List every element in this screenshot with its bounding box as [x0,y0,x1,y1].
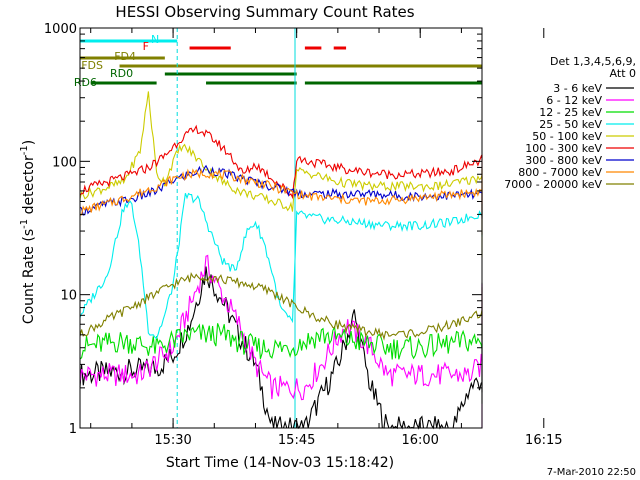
legend-label-3: 25 - 50 keV [539,118,602,131]
chart-title: HESSI Observing Summary Count Rates [115,3,414,21]
legend-label-5: 100 - 300 keV [525,142,602,155]
x-tick-label-3: 16:15 [525,433,562,448]
legend-label-1: 6 - 12 keV [546,94,602,107]
x-tick-label-2: 16:00 [401,433,438,448]
legend-label-8: 7000 - 20000 keV [504,178,602,191]
x-tick-label-1: 15:45 [278,433,315,448]
flag-label-fd4: FD4 [114,50,136,63]
series-layer [79,91,483,430]
flag-label-fds: FDS [81,59,103,72]
legend-label-7: 800 - 7000 keV [518,166,602,179]
ylabel-mid: detector [21,155,37,219]
ylabel-main: Count Rate (s [21,229,37,324]
legend-header-0: Det 1,3,4,5,6,9, [550,55,636,68]
y-tick-label-0: 1 [69,422,77,437]
series-line-2 [79,323,483,404]
y-axis-label: Count Rate (s-1 detector-1) [19,140,37,324]
footer-timestamp: 7-Mar-2010 22:50 [547,467,636,478]
y-tick-label-3: 1000 [44,22,77,37]
legend-header-1: Att 0 [610,67,636,80]
series-line-6 [79,164,483,219]
series-line-4 [79,91,483,258]
flag-label-rd0: RD0 [110,67,133,80]
ylabel-sup1: -1 [19,219,30,229]
legend-label-6: 300 - 800 keV [525,154,602,167]
y-tick-label-2: 100 [52,155,77,170]
night-markers [176,28,483,428]
flag-label-f: F [143,40,149,53]
flag-label-n: N [151,33,159,46]
series-line-1 [79,254,483,428]
legend-label-0: 3 - 6 keV [553,82,602,95]
y-tick-label-1: 10 [60,289,77,304]
series-line-5 [79,124,483,235]
plot-frame [79,27,483,429]
x-axis-label: Start Time (14-Nov-03 15:18:42) [166,455,394,471]
svg-text:Count Rate (s-1 detector-1): Count Rate (s-1 detector-1) [19,140,37,324]
legend-label-4: 50 - 100 keV [532,130,602,143]
flag-label-rd6: RD6 [74,76,97,89]
series-line-3 [79,192,483,340]
x-tick-label-0: 15:30 [154,433,191,448]
legend-label-2: 12 - 25 keV [539,106,602,119]
ylabel-sup2: -1 [19,145,30,155]
ylabel-end: ) [21,140,37,145]
flag-bars: NF FD4 FDS RD0 RD6 [74,33,482,89]
